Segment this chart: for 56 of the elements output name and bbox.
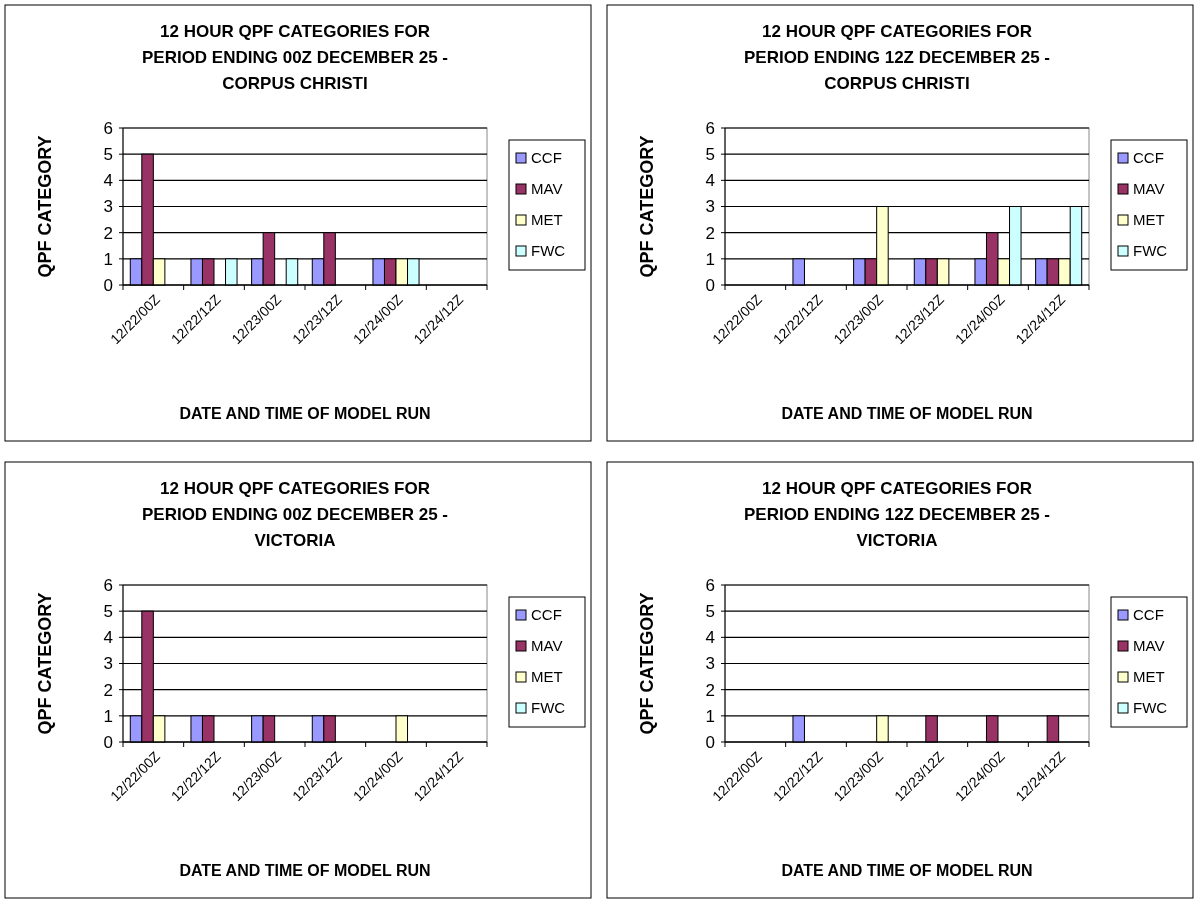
legend-label: CCF [1133, 149, 1164, 167]
chart-title: 12 HOUR QPF CATEGORIES FOR PERIOD ENDING 00Z DECEMBER 25 - VICTORIA [141, 479, 449, 550]
y-tick-label: 5 [705, 145, 715, 165]
x-axis-title: DATE AND TIME OF MODEL RUN [781, 405, 1033, 422]
y-tick-label: 2 [103, 223, 113, 243]
legend-label: CCF [531, 606, 562, 624]
y-tick-label: 3 [705, 654, 715, 674]
y-tick-label: 1 [705, 706, 715, 726]
legend-label: MET [1133, 211, 1165, 229]
legend-label: MET [1133, 668, 1165, 686]
x-axis-title: DATE AND TIME OF MODEL RUN [781, 862, 1033, 879]
y-tick-label: 4 [705, 628, 715, 648]
legend-label: MAV [531, 637, 563, 655]
legend-label: FWC [1133, 242, 1168, 260]
y-tick-label: 5 [705, 602, 715, 622]
y-tick-label: 0 [705, 732, 715, 752]
legend-label: MAV [1133, 180, 1165, 198]
legend-label: CCF [531, 149, 562, 167]
y-tick-label: 6 [705, 575, 715, 595]
y-tick-label: 5 [103, 145, 113, 165]
y-tick-label: 3 [705, 197, 715, 217]
chart-title: 12 HOUR QPF CATEGORIES FOR PERIOD ENDING 00Z DECEMBER 25 - CORPUS CHRISTI [141, 22, 449, 93]
y-tick-label: 5 [103, 602, 113, 622]
legend-label: MAV [1133, 637, 1165, 655]
legend-label: MET [531, 211, 563, 229]
chart-title: 12 HOUR QPF CATEGORIES FOR PERIOD ENDING 12Z DECEMBER 25 - VICTORIA [743, 479, 1051, 550]
y-tick-label: 4 [103, 171, 113, 191]
y-tick-label: 3 [103, 654, 113, 674]
y-axis-title: QPF CATEGORY [35, 135, 55, 278]
y-tick-label: 0 [705, 275, 715, 295]
legend-label: MET [531, 668, 563, 686]
y-tick-label: 3 [103, 197, 113, 217]
y-tick-label: 1 [103, 249, 113, 269]
y-tick-label: 6 [103, 575, 113, 595]
y-tick-label: 2 [103, 680, 113, 700]
y-tick-label: 2 [705, 223, 715, 243]
x-axis-title: DATE AND TIME OF MODEL RUN [179, 405, 431, 422]
x-axis-title: DATE AND TIME OF MODEL RUN [179, 862, 431, 879]
legend-label: FWC [531, 699, 566, 717]
legend-label: FWC [531, 242, 566, 260]
y-tick-label: 6 [103, 118, 113, 138]
y-tick-label: 4 [705, 171, 715, 191]
y-tick-label: 1 [103, 706, 113, 726]
y-axis-title: QPF CATEGORY [637, 592, 657, 735]
chart-title: 12 HOUR QPF CATEGORIES FOR PERIOD ENDING 12Z DECEMBER 25 - CORPUS CHRISTI [743, 22, 1051, 93]
y-tick-label: 0 [103, 275, 113, 295]
legend-label: FWC [1133, 699, 1168, 717]
y-tick-label: 1 [705, 249, 715, 269]
y-axis-title: QPF CATEGORY [637, 135, 657, 278]
y-tick-label: 4 [103, 628, 113, 648]
y-tick-label: 0 [103, 732, 113, 752]
legend-label: MAV [531, 180, 563, 198]
y-tick-label: 2 [705, 680, 715, 700]
y-tick-label: 6 [705, 118, 715, 138]
legend-label: CCF [1133, 606, 1164, 624]
y-axis-title: QPF CATEGORY [35, 592, 55, 735]
